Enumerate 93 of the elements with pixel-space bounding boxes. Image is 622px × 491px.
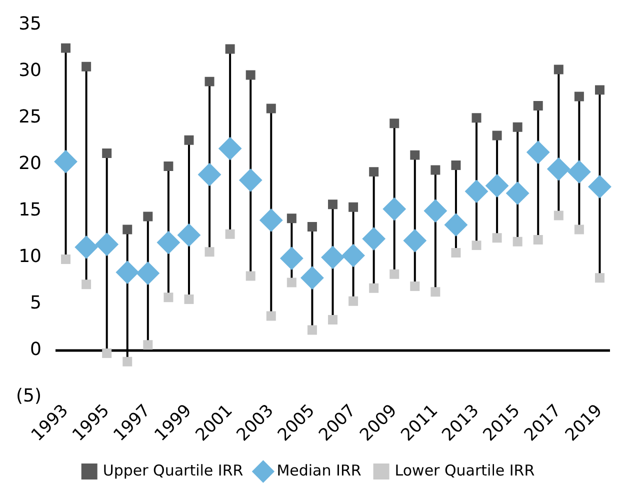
point	[143, 212, 153, 222]
point	[246, 271, 256, 281]
point	[184, 135, 194, 145]
point	[328, 315, 338, 324]
point	[82, 62, 92, 72]
point	[218, 137, 242, 160]
point	[204, 247, 214, 257]
legend-label: Upper Quartile IRR	[102, 461, 244, 480]
point	[82, 280, 92, 290]
point	[512, 236, 522, 246]
point	[246, 70, 256, 80]
point	[307, 222, 317, 232]
point	[266, 311, 276, 321]
y-tick-label: 35	[18, 13, 42, 34]
point	[156, 231, 180, 254]
point	[95, 232, 118, 256]
point	[204, 76, 214, 86]
y-tick-label: 15	[18, 200, 42, 221]
point	[164, 292, 174, 302]
point	[382, 198, 406, 221]
point	[492, 130, 502, 140]
point	[410, 150, 420, 160]
y-tick-label: 30	[18, 60, 42, 81]
point	[198, 163, 222, 186]
point	[424, 199, 447, 222]
point	[594, 85, 604, 95]
point	[403, 229, 426, 252]
point	[54, 150, 78, 174]
point	[472, 240, 482, 250]
point	[177, 224, 200, 247]
point	[574, 224, 584, 234]
point	[547, 158, 570, 181]
point	[266, 104, 276, 114]
y-tick-label: 5	[30, 292, 42, 314]
point	[328, 200, 338, 210]
point	[61, 43, 71, 53]
point	[348, 296, 358, 306]
point	[444, 213, 468, 236]
legend-label: Median IRR	[276, 461, 362, 480]
point	[184, 294, 194, 304]
point	[342, 244, 365, 268]
y-tick-label: 10	[18, 246, 42, 268]
point	[348, 202, 358, 212]
point	[472, 113, 482, 123]
y-tick-label: (5)	[16, 386, 42, 407]
y-tick-label: 0	[30, 339, 42, 360]
point	[410, 282, 420, 291]
point	[369, 167, 379, 177]
point	[526, 140, 550, 164]
point	[102, 348, 112, 358]
point	[307, 325, 317, 335]
point	[321, 246, 344, 269]
point	[588, 175, 612, 198]
point	[554, 210, 564, 220]
y-tick-label: 25	[18, 106, 42, 128]
point	[492, 233, 502, 243]
point	[362, 227, 386, 250]
point	[451, 248, 461, 258]
point	[486, 174, 509, 198]
point	[260, 208, 283, 232]
point	[239, 168, 262, 192]
point	[533, 234, 543, 244]
point	[533, 101, 543, 110]
point	[451, 160, 461, 170]
point	[74, 236, 98, 259]
point	[225, 229, 235, 239]
y-tick-label: 20	[18, 153, 42, 174]
point	[506, 182, 530, 205]
point	[369, 283, 379, 293]
point	[116, 260, 139, 284]
point	[164, 161, 174, 171]
point	[61, 254, 71, 264]
point	[594, 273, 604, 283]
point	[430, 287, 440, 297]
point	[512, 122, 522, 132]
point	[102, 148, 112, 158]
point	[568, 160, 591, 184]
point	[574, 92, 584, 102]
point	[122, 224, 132, 234]
point	[300, 266, 324, 290]
point	[143, 340, 153, 350]
point	[390, 118, 400, 128]
point	[286, 214, 296, 224]
point	[122, 356, 132, 366]
point	[390, 269, 400, 279]
point	[554, 64, 564, 74]
point	[280, 246, 304, 270]
legend-label: Lower Quartile IRR	[394, 461, 535, 480]
point	[430, 165, 440, 175]
point	[286, 278, 296, 288]
point	[465, 180, 488, 203]
point	[225, 44, 235, 54]
point	[136, 262, 160, 285]
